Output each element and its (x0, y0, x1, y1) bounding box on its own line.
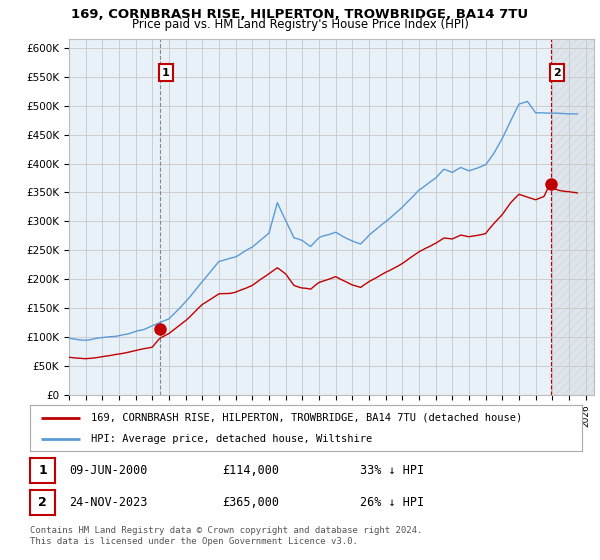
Text: 2: 2 (553, 68, 561, 78)
Text: 169, CORNBRASH RISE, HILPERTON, TROWBRIDGE, BA14 7TU: 169, CORNBRASH RISE, HILPERTON, TROWBRID… (71, 8, 529, 21)
Text: 1: 1 (38, 464, 47, 477)
Text: £114,000: £114,000 (222, 464, 279, 477)
Text: HPI: Average price, detached house, Wiltshire: HPI: Average price, detached house, Wilt… (91, 435, 372, 444)
Text: Contains HM Land Registry data © Crown copyright and database right 2024.
This d: Contains HM Land Registry data © Crown c… (30, 526, 422, 546)
Text: Price paid vs. HM Land Registry's House Price Index (HPI): Price paid vs. HM Land Registry's House … (131, 18, 469, 31)
Text: 24-NOV-2023: 24-NOV-2023 (69, 496, 148, 509)
Text: 169, CORNBRASH RISE, HILPERTON, TROWBRIDGE, BA14 7TU (detached house): 169, CORNBRASH RISE, HILPERTON, TROWBRID… (91, 413, 522, 423)
Text: 26% ↓ HPI: 26% ↓ HPI (360, 496, 424, 509)
Bar (551, 39, 594, 395)
Text: £365,000: £365,000 (222, 496, 279, 509)
Text: 2: 2 (38, 496, 47, 509)
Text: 1: 1 (162, 68, 170, 78)
Text: 33% ↓ HPI: 33% ↓ HPI (360, 464, 424, 477)
Text: 09-JUN-2000: 09-JUN-2000 (69, 464, 148, 477)
